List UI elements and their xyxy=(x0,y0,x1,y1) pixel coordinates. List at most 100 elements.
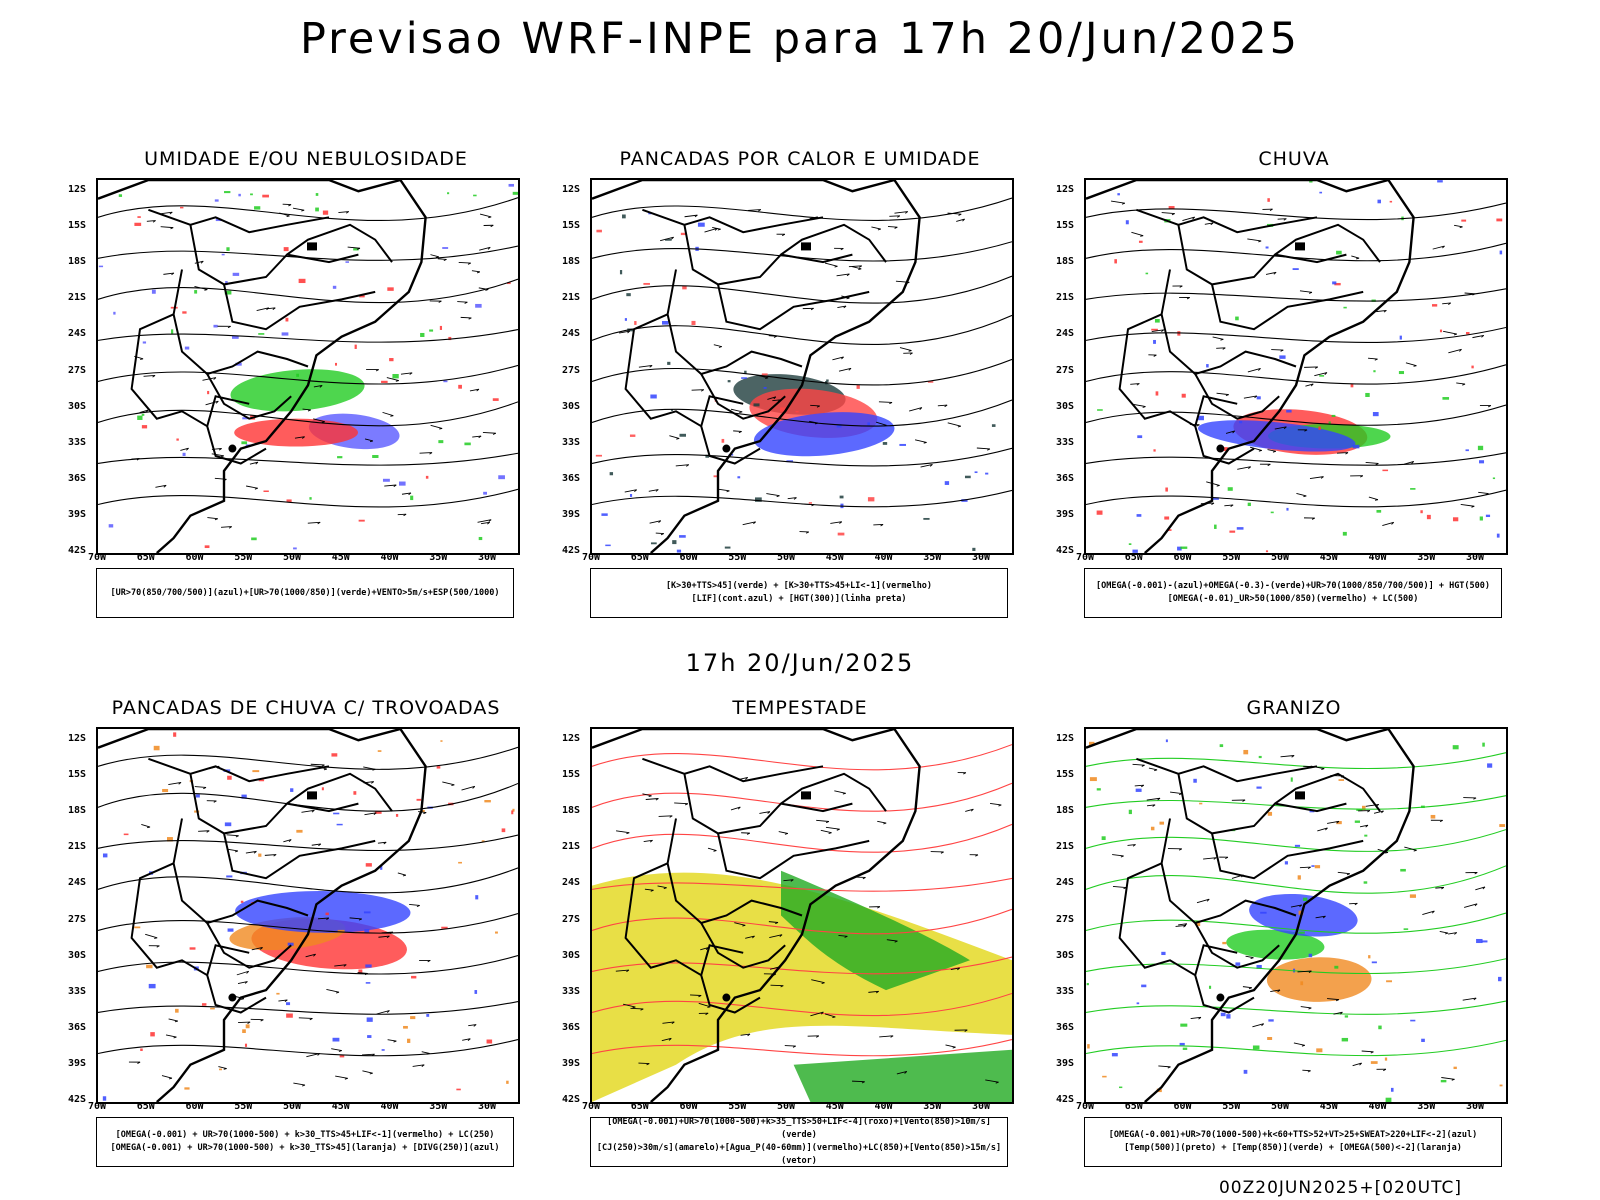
lat-label: 30S xyxy=(68,400,87,412)
lat-label: 42S xyxy=(68,1094,87,1105)
legend-line: [OMEGA(-0.001)+UR>70(1000-500)+k<60+TTS>… xyxy=(1108,1130,1478,1140)
lat-label: 24S xyxy=(562,877,581,889)
lat-label: 33S xyxy=(68,985,87,997)
shaded-fields xyxy=(1086,739,1506,1102)
lat-label: 27S xyxy=(68,364,87,376)
lon-label: 60W xyxy=(185,1101,204,1112)
lon-label: 70W xyxy=(1076,1101,1095,1112)
lat-label: 42S xyxy=(1056,1094,1075,1105)
contour-lines xyxy=(98,746,518,1057)
lat-label: 15S xyxy=(562,220,581,232)
lon-label: 50W xyxy=(283,552,302,563)
lat-label: 42S xyxy=(562,1094,581,1105)
lon-label: 55W xyxy=(728,552,747,563)
legend-umidade: [UR>70(850/700/500)](azul)+[UR>70(1000/8… xyxy=(96,568,514,618)
lat-label: 30S xyxy=(68,949,87,961)
lon-label: 55W xyxy=(1222,1101,1241,1112)
lat-label: 39S xyxy=(1056,1057,1075,1069)
lon-label: 55W xyxy=(234,552,253,563)
lat-label: 21S xyxy=(562,841,581,853)
map-pancadas-trovoadas xyxy=(96,727,520,1104)
lon-label: 35W xyxy=(923,1101,942,1112)
lon-label: 60W xyxy=(679,1101,698,1112)
lon-label: 60W xyxy=(1173,1101,1192,1112)
shaded-fields xyxy=(98,183,518,550)
lon-label: 45W xyxy=(1319,1101,1338,1112)
lat-label: 39S xyxy=(562,508,581,520)
lon-label: 60W xyxy=(1173,552,1192,563)
lon-label: 30W xyxy=(972,552,991,563)
legend-pancadas-trovoadas: [OMEGA(-0.001) + UR>70(1000-500) + k>30_… xyxy=(96,1117,514,1167)
lon-label: 60W xyxy=(185,552,204,563)
lon-label: 45W xyxy=(331,1101,350,1112)
lat-label: 12S xyxy=(68,733,87,744)
lat-label: 12S xyxy=(1056,733,1075,744)
map-pancadas-calor xyxy=(590,178,1014,555)
lat-label: 24S xyxy=(1056,877,1075,889)
map-canvas-tempestade xyxy=(592,729,1012,1102)
map-canvas-chuva xyxy=(1086,180,1506,553)
political-boundaries xyxy=(592,729,921,1102)
lat-label: 18S xyxy=(68,805,87,817)
lat-label: 27S xyxy=(562,913,581,925)
lat-label: 24S xyxy=(68,877,87,889)
lon-label: 45W xyxy=(825,552,844,563)
map-canvas-pancadas-trovoadas xyxy=(98,729,518,1102)
run-timestamp: 00Z20JUN2025+[020UTC] xyxy=(1218,1178,1462,1198)
legend-line: [K>30+TTS>45](verde) + [K>30+TTS>45+LI<-… xyxy=(665,581,933,591)
map-canvas-granizo xyxy=(1086,729,1506,1102)
lat-label: 18S xyxy=(562,256,581,268)
lat-label: 24S xyxy=(562,328,581,340)
legend-pancadas-calor: [K>30+TTS>45](verde) + [K>30+TTS>45+LI<-… xyxy=(590,568,1008,618)
legend-chuva: [OMEGA(-0.001)-(azul)+OMEGA(-0.3)-(verde… xyxy=(1084,568,1502,618)
legend-line: [OMEGA(-0.001) + UR>70(1000-500) + k>30_… xyxy=(110,1143,500,1153)
main-title: Previsao WRF-INPE para 17h 20/Jun/2025 xyxy=(299,14,1301,64)
lon-label: 70W xyxy=(1076,552,1095,563)
lat-label: 21S xyxy=(1056,841,1075,853)
lat-label: 42S xyxy=(1056,545,1075,556)
map-chuva xyxy=(1084,178,1508,555)
panel-title-pancadas-calor: PANCADAS POR CALOR E UMIDADE xyxy=(619,148,981,170)
lon-label: 35W xyxy=(1417,1101,1436,1112)
lat-label: 33S xyxy=(562,436,581,448)
political-boundaries xyxy=(1086,729,1415,1102)
legend-granizo: [OMEGA(-0.001)+UR>70(1000-500)+k<60+TTS>… xyxy=(1084,1117,1502,1167)
lat-label: 21S xyxy=(562,292,581,304)
lat-label: 15S xyxy=(68,220,87,232)
lat-label: 36S xyxy=(68,472,87,484)
lon-label: 40W xyxy=(380,1101,399,1112)
lon-label: 45W xyxy=(825,1101,844,1112)
lon-label: 30W xyxy=(1466,1101,1485,1112)
lat-label: 21S xyxy=(1056,292,1075,304)
legend-line: [OMEGA(-0.001)-(azul)+OMEGA(-0.3)-(verde… xyxy=(1095,581,1491,591)
lat-label: 15S xyxy=(1056,220,1075,232)
lon-label: 70W xyxy=(88,552,107,563)
legend-line: [Temp(500)](preto) + [Temp(850)](verde) … xyxy=(1124,1143,1462,1153)
lat-label: 30S xyxy=(1056,400,1075,412)
panel-title-pancadas-trovoadas: PANCADAS DE CHUVA C/ TROVOADAS xyxy=(111,697,501,719)
lon-label: 30W xyxy=(1466,552,1485,563)
panel-title-tempestade: TEMPESTADE xyxy=(732,697,868,719)
lat-label: 12S xyxy=(562,184,581,195)
lon-label: 40W xyxy=(1368,552,1387,563)
lon-label: 55W xyxy=(234,1101,253,1112)
lat-label: 36S xyxy=(68,1021,87,1033)
lon-label: 65W xyxy=(630,552,649,563)
political-boundaries xyxy=(1086,180,1415,553)
lat-label: 30S xyxy=(562,949,581,961)
lat-label: 12S xyxy=(68,184,87,195)
lon-label: 40W xyxy=(1368,1101,1387,1112)
lat-label: 39S xyxy=(68,508,87,520)
lat-label: 18S xyxy=(1056,256,1075,268)
lon-label: 70W xyxy=(582,552,601,563)
lat-label: 36S xyxy=(1056,472,1075,484)
legend-line: [LIF](cont.azul) + [HGT(300)](linha pret… xyxy=(691,594,907,604)
lon-label: 35W xyxy=(429,552,448,563)
lon-label: 65W xyxy=(136,552,155,563)
lat-label: 15S xyxy=(562,769,581,781)
legend-line: [OMEGA(-0.001) + UR>70(1000-500) + k>30_… xyxy=(115,1130,495,1140)
lat-label: 18S xyxy=(1056,805,1075,817)
wind-vectors xyxy=(128,763,477,1087)
lat-label: 33S xyxy=(1056,436,1075,448)
lat-label: 27S xyxy=(68,913,87,925)
